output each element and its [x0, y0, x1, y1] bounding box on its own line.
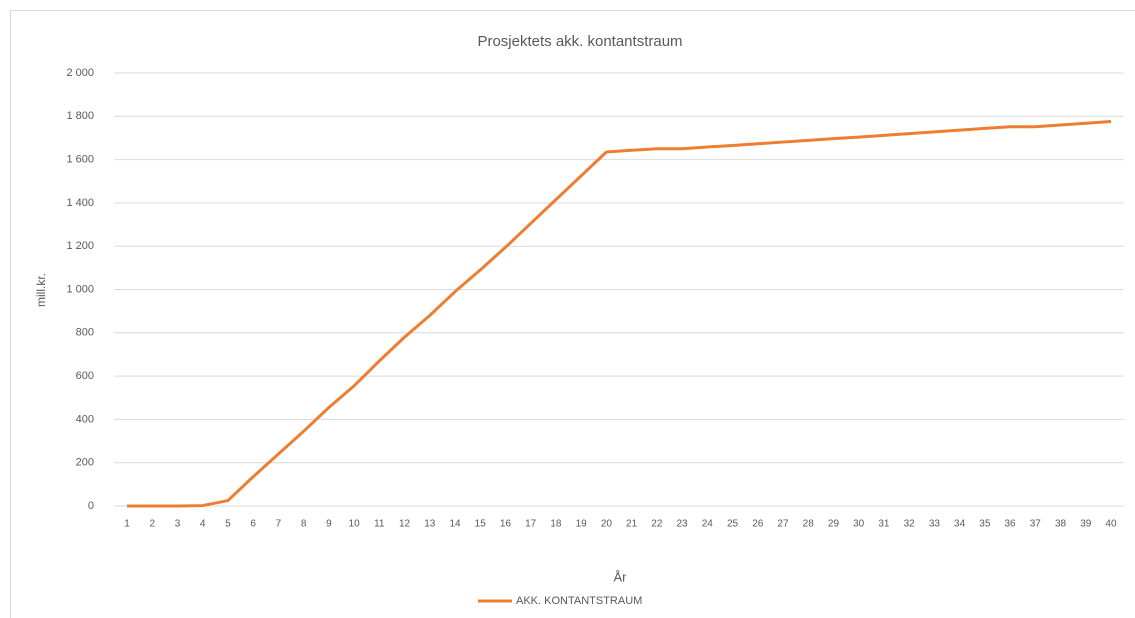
chart-border [10, 10, 1135, 618]
x-tick-label: 7 [276, 519, 282, 530]
x-tick-label: 27 [777, 519, 789, 530]
x-tick-label: 25 [727, 519, 739, 530]
x-tick-label: 13 [424, 519, 436, 530]
x-tick-label: 26 [752, 519, 764, 530]
x-tick-label: 35 [979, 519, 991, 530]
x-tick-label: 4 [200, 519, 206, 530]
x-tick-label: 32 [904, 519, 916, 530]
x-tick-label: 11 [374, 519, 385, 530]
x-tick-label: 30 [853, 519, 865, 530]
x-axis-label: År [614, 569, 628, 584]
x-tick-label: 31 [878, 519, 890, 530]
data-line [127, 119, 1112, 508]
x-tick-label: 14 [449, 519, 461, 530]
legend-label: AKK. KONTANTSTRAUM [516, 595, 642, 607]
x-tick-label: 38 [1055, 519, 1067, 530]
y-tick-label: 1 200 [66, 240, 94, 252]
x-tick-label: 20 [601, 519, 613, 530]
y-axis-label: mill.kr. [34, 273, 48, 307]
x-tick-label: 29 [828, 519, 840, 530]
x-tick-label: 5 [225, 519, 231, 530]
y-tick-label: 1 400 [66, 197, 94, 209]
x-tick-label: 6 [250, 519, 256, 530]
x-tick-label: 22 [651, 519, 663, 530]
x-tick-label: 12 [399, 519, 411, 530]
x-tick-label: 39 [1080, 519, 1092, 530]
x-tick-label: 34 [954, 519, 966, 530]
x-tick-label: 3 [175, 519, 181, 530]
y-tick-label: 1 000 [66, 283, 94, 295]
x-tick-label: 23 [677, 519, 689, 530]
x-tick-label: 28 [803, 519, 815, 530]
x-tick-label: 1 [124, 519, 130, 530]
x-tick-label: 18 [550, 519, 562, 530]
x-tick-label: 8 [301, 519, 307, 530]
x-tick-label: 10 [349, 519, 361, 530]
x-tick-label: 17 [525, 519, 537, 530]
y-tick-label: 600 [76, 370, 94, 382]
x-tick-label: 15 [475, 519, 487, 530]
y-tick-label: 1 600 [66, 154, 94, 166]
y-tick-label: 1 800 [66, 110, 94, 122]
x-tick-label: 36 [1005, 519, 1017, 530]
x-tick-label: 37 [1030, 519, 1042, 530]
x-tick-label: 21 [626, 519, 638, 530]
x-tick-label: 2 [149, 519, 155, 530]
x-tick-label: 40 [1105, 519, 1117, 530]
x-tick-label: 19 [576, 519, 588, 530]
x-tick-label: 24 [702, 519, 714, 530]
y-tick-label: 2 000 [66, 67, 94, 79]
y-tick-label: 800 [76, 327, 94, 339]
y-tick-label: 0 [88, 500, 94, 512]
x-tick-label: 9 [326, 519, 332, 530]
y-tick-label: 200 [76, 457, 94, 469]
chart-title: Prosjektets akk. kontantstraum [477, 33, 682, 50]
x-tick-label: 16 [500, 519, 512, 530]
x-tick-label: 33 [929, 519, 941, 530]
y-tick-label: 400 [76, 413, 94, 425]
